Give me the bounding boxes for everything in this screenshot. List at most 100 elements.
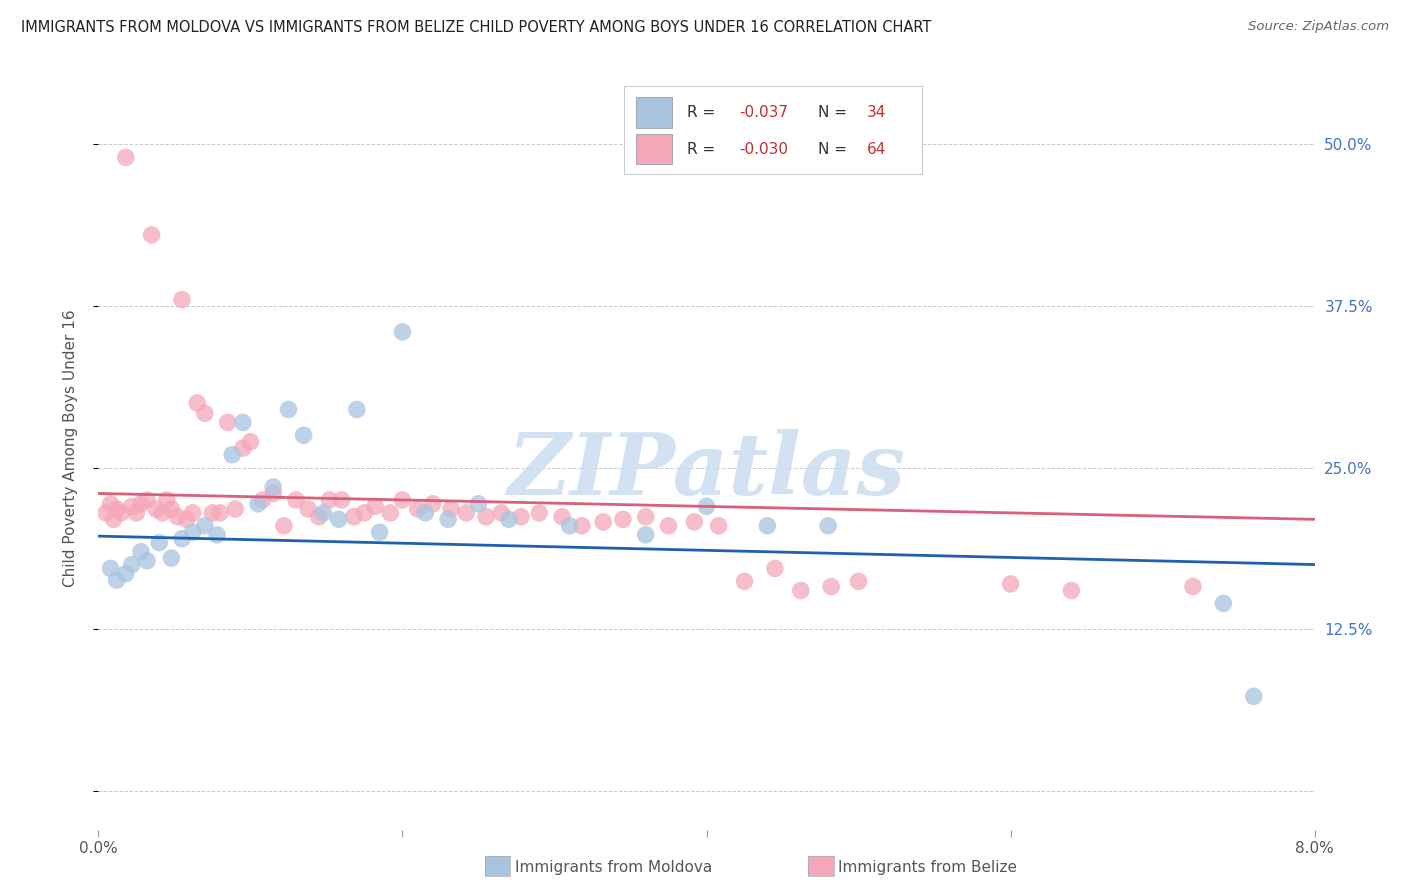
Point xyxy=(510,509,533,524)
Point xyxy=(166,509,188,524)
Point xyxy=(224,502,246,516)
Point xyxy=(413,506,436,520)
Point xyxy=(406,502,429,516)
Point xyxy=(456,506,478,520)
Point xyxy=(734,574,756,589)
Point xyxy=(491,506,513,520)
Point xyxy=(156,492,179,507)
Point xyxy=(790,583,813,598)
Text: 64: 64 xyxy=(868,142,886,157)
Point xyxy=(247,497,270,511)
Point xyxy=(114,150,136,164)
Point xyxy=(94,506,117,520)
Point xyxy=(551,509,574,524)
Point xyxy=(634,528,657,542)
Point xyxy=(232,416,254,430)
Point xyxy=(239,434,262,449)
Point xyxy=(440,502,463,516)
Point xyxy=(657,518,679,533)
Point xyxy=(170,293,193,307)
Point xyxy=(391,325,413,339)
Point xyxy=(817,518,839,533)
Point xyxy=(292,428,315,442)
Point xyxy=(1060,583,1083,598)
Point xyxy=(194,406,217,420)
Point xyxy=(129,497,152,511)
Point xyxy=(467,497,489,511)
Text: N =: N = xyxy=(818,142,852,157)
Point xyxy=(364,500,387,514)
Point xyxy=(221,448,243,462)
Point xyxy=(592,515,614,529)
Text: 34: 34 xyxy=(868,104,886,120)
Point xyxy=(105,573,128,587)
Point xyxy=(176,512,198,526)
Point xyxy=(273,518,295,533)
Point xyxy=(422,497,444,511)
Point xyxy=(232,442,254,455)
Point xyxy=(217,416,239,430)
Text: Source: ZipAtlas.com: Source: ZipAtlas.com xyxy=(1249,20,1389,33)
Point xyxy=(368,525,391,540)
Point xyxy=(763,561,786,575)
Point xyxy=(529,506,551,520)
Point xyxy=(683,515,706,529)
Point xyxy=(148,535,170,549)
Point xyxy=(346,402,368,417)
Point xyxy=(181,506,204,520)
Point xyxy=(437,512,460,526)
Point xyxy=(103,512,125,526)
Point xyxy=(252,492,274,507)
Point xyxy=(756,518,779,533)
Point xyxy=(498,512,520,526)
FancyBboxPatch shape xyxy=(636,97,672,128)
Point xyxy=(328,512,350,526)
Point xyxy=(848,574,870,589)
Point xyxy=(262,486,284,500)
Text: -0.037: -0.037 xyxy=(740,104,789,120)
Text: IMMIGRANTS FROM MOLDOVA VS IMMIGRANTS FROM BELIZE CHILD POVERTY AMONG BOYS UNDER: IMMIGRANTS FROM MOLDOVA VS IMMIGRANTS FR… xyxy=(21,20,931,35)
Point xyxy=(186,396,208,410)
Point xyxy=(136,554,159,568)
Point xyxy=(1000,577,1022,591)
Text: R =: R = xyxy=(688,104,720,120)
Text: Immigrants from Belize: Immigrants from Belize xyxy=(838,860,1017,874)
Point xyxy=(277,402,299,417)
FancyBboxPatch shape xyxy=(636,134,672,164)
Point xyxy=(308,509,330,524)
Point xyxy=(380,506,402,520)
Text: Immigrants from Moldova: Immigrants from Moldova xyxy=(515,860,711,874)
Point xyxy=(150,506,173,520)
Point xyxy=(110,506,132,520)
Text: N =: N = xyxy=(818,104,852,120)
Point xyxy=(330,492,353,507)
Point xyxy=(318,492,340,507)
Y-axis label: Child Poverty Among Boys Under 16: Child Poverty Among Boys Under 16 xyxy=(63,310,77,587)
Point xyxy=(707,518,730,533)
Point xyxy=(205,528,228,542)
Point xyxy=(121,558,143,572)
Point xyxy=(343,509,366,524)
Point xyxy=(285,492,308,507)
Point xyxy=(391,492,413,507)
Point xyxy=(634,509,657,524)
Text: ZIPatlas: ZIPatlas xyxy=(508,429,905,513)
Point xyxy=(262,480,284,494)
Point xyxy=(475,509,498,524)
Point xyxy=(558,518,581,533)
Point xyxy=(353,506,375,520)
Point xyxy=(100,561,122,575)
Point xyxy=(571,518,593,533)
Point xyxy=(125,506,148,520)
Point xyxy=(145,502,167,516)
Point xyxy=(181,525,204,540)
Point xyxy=(105,502,128,516)
Point xyxy=(696,500,718,514)
Point xyxy=(114,566,136,581)
Point xyxy=(1181,580,1204,594)
Point xyxy=(141,227,163,242)
Point xyxy=(170,532,193,546)
Point xyxy=(209,506,232,520)
Point xyxy=(136,492,159,507)
Point xyxy=(820,580,842,594)
